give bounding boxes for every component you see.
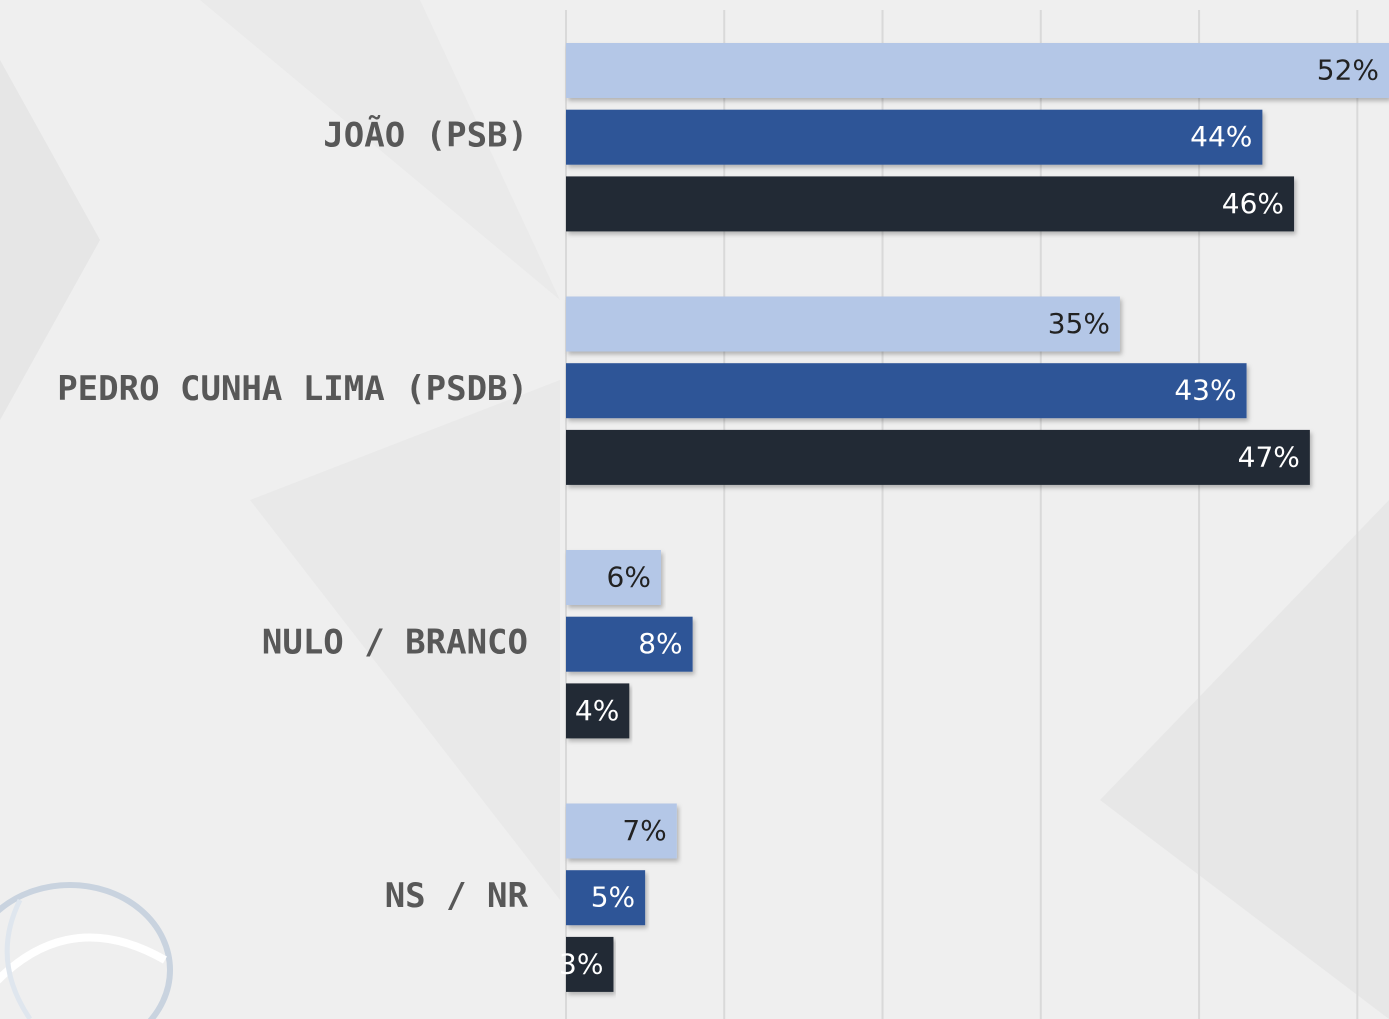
value-label: 8% (638, 627, 682, 660)
bars: JOÃO (PSB) 52% 44% 46% PEDRO CUNHA LIMA (PSD… (57, 43, 1389, 992)
bar (566, 683, 630, 739)
bar (566, 616, 693, 672)
category-label: JOÃO (PSB) (323, 115, 528, 156)
bar (566, 109, 1263, 165)
value-label: 7% (622, 814, 666, 847)
bar (566, 870, 646, 926)
category-label: PEDRO CUNHA LIMA (PSDB) (57, 369, 528, 409)
bar (566, 550, 661, 605)
logo (0, 882, 173, 1019)
value-label: 47% (1238, 440, 1300, 473)
bar (566, 936, 614, 992)
bar (566, 803, 677, 859)
bar (566, 43, 1389, 98)
bar (566, 176, 1295, 232)
bar (566, 429, 1310, 485)
value-label: 43% (1174, 374, 1236, 407)
value-label: 3% (559, 947, 603, 980)
value-label: 6% (607, 561, 651, 594)
value-label: 35% (1048, 307, 1110, 340)
category-label: NS / NR (385, 876, 529, 916)
category-label: NULO / BRANCO (262, 623, 528, 663)
value-label: 46% (1222, 187, 1284, 220)
value-label: 4% (575, 694, 619, 727)
value-label: 5% (591, 881, 635, 914)
value-label: 44% (1190, 120, 1252, 153)
bar (566, 296, 1120, 352)
bar (566, 363, 1247, 419)
value-label: 52% (1317, 54, 1379, 87)
